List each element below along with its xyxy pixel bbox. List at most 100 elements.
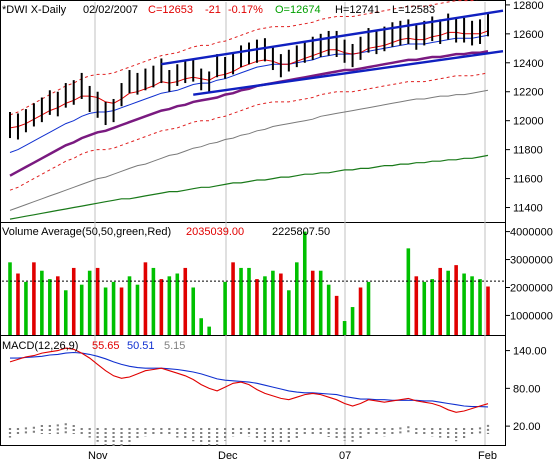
macd-value-2: 50.51 — [127, 340, 155, 352]
volume-tick-label: 4000000 — [510, 227, 553, 239]
volume-bar — [462, 273, 466, 335]
volume-tick-label: 3000000 — [510, 255, 553, 267]
volume-bar — [430, 279, 435, 335]
chart-close: C=12653 — [148, 4, 193, 16]
price-tick-label: 12800 — [513, 0, 544, 12]
volume-bar — [454, 265, 458, 335]
volume-bar — [366, 281, 371, 335]
volume-bar — [478, 279, 482, 335]
ma-grey-line — [9, 89, 489, 211]
volume-value-1: 2035039.00 — [186, 226, 244, 238]
macd-tick-label: 80.00 — [513, 383, 541, 395]
volume-bar — [422, 281, 427, 335]
macd-series — [8, 347, 490, 448]
macd-value-3: 5.15 — [164, 340, 185, 352]
volume-bar — [40, 270, 44, 335]
macd-panel-frame — [0, 335, 506, 446]
volume-bar — [175, 273, 180, 335]
chart-open: O=12674 — [275, 4, 321, 16]
macd-tick-label: 140.00 — [513, 346, 547, 358]
x-tick-label: Nov — [88, 450, 108, 462]
volume-bar — [119, 287, 124, 335]
volume-tick-label: 1000000 — [510, 310, 553, 322]
volume-bar — [326, 284, 331, 335]
volume-panel-frame — [0, 222, 506, 336]
chart-change: -21 — [205, 4, 221, 16]
volume-bar — [199, 318, 203, 335]
macd-title: MACD(12,26,9) — [2, 340, 78, 352]
macd-line — [9, 347, 489, 413]
volume-bar — [103, 287, 108, 335]
volume-bar — [151, 267, 156, 335]
volume-bar — [406, 248, 411, 335]
volume-bar — [56, 276, 60, 335]
x-tick-label: Dec — [218, 450, 238, 462]
price-tick-label: 12400 — [513, 58, 544, 70]
ma-purple-line — [9, 49, 489, 177]
price-series — [9, 0, 504, 220]
volume-bar — [486, 286, 490, 335]
volume-bar — [207, 326, 211, 335]
chart-low: L=12583 — [392, 4, 435, 16]
volume-bar — [350, 307, 355, 335]
volume-bar — [310, 270, 315, 335]
x-tick-label: Feb — [478, 450, 497, 462]
ma-green-line — [9, 154, 489, 220]
volume-bar — [255, 279, 259, 335]
volume-bar — [16, 273, 20, 335]
volume-bar — [79, 284, 84, 335]
volume-bar — [135, 284, 140, 335]
price-tick-label: 11600 — [513, 174, 543, 186]
price-tick-label: 11400 — [513, 203, 543, 215]
volume-bar — [191, 287, 196, 335]
chart-date: 02/02/2007 — [83, 4, 138, 16]
volume-bar — [183, 267, 188, 335]
volume-bar — [71, 267, 76, 335]
trendline — [193, 50, 504, 96]
volume-value-2: 2225807.50 — [272, 226, 330, 238]
chart-high: H=12741 — [335, 4, 380, 16]
volume-bar — [87, 270, 92, 335]
volume-bar — [159, 279, 164, 335]
ma-blue-line — [9, 34, 489, 153]
volume-bar — [470, 276, 474, 335]
chart-symbol: *DWI X-Daily — [2, 4, 67, 16]
volume-bar — [24, 281, 28, 335]
volume-bar — [438, 267, 442, 335]
volume-bar — [446, 270, 450, 335]
volume-bar — [295, 262, 299, 335]
volume-bar — [231, 262, 235, 335]
price-tick-label: 12200 — [513, 87, 544, 99]
price-tick-label: 11800 — [513, 145, 543, 157]
volume-series — [2, 231, 505, 335]
volume-bar — [8, 262, 12, 335]
volume-bar — [127, 276, 132, 335]
chart-pct: -0.17% — [228, 4, 263, 16]
macd-value-1: 55.65 — [92, 340, 120, 352]
volume-tick-label: 2000000 — [510, 282, 553, 294]
axis-labels: 11400 11600 11800 12000 12200 12400 12600 12800… — [88, 0, 553, 462]
price-tick-label: 12000 — [513, 116, 544, 128]
volume-bar — [302, 231, 307, 335]
volume-bar — [358, 287, 363, 335]
volume-bar — [414, 276, 419, 335]
volume-bar — [32, 262, 36, 335]
volume-title: Volume Average(50,50,green,Red) — [2, 226, 171, 238]
volume-bar — [318, 270, 323, 335]
volume-bar — [247, 267, 251, 335]
macd-tick-label: 20.00 — [513, 421, 541, 433]
price-panel-frame — [0, 0, 506, 223]
volume-bar — [48, 279, 52, 335]
volume-bar — [111, 281, 116, 335]
volume-bar — [263, 276, 267, 335]
volume-bar — [223, 281, 227, 335]
volume-bar — [63, 290, 68, 335]
macd-signal-line — [10, 351, 489, 408]
volume-bar — [279, 273, 283, 335]
volume-bar — [167, 276, 172, 335]
volume-bar — [95, 267, 100, 335]
volume-bar — [271, 270, 275, 335]
volume-bar — [239, 267, 243, 335]
x-tick-label: 07 — [339, 450, 351, 462]
